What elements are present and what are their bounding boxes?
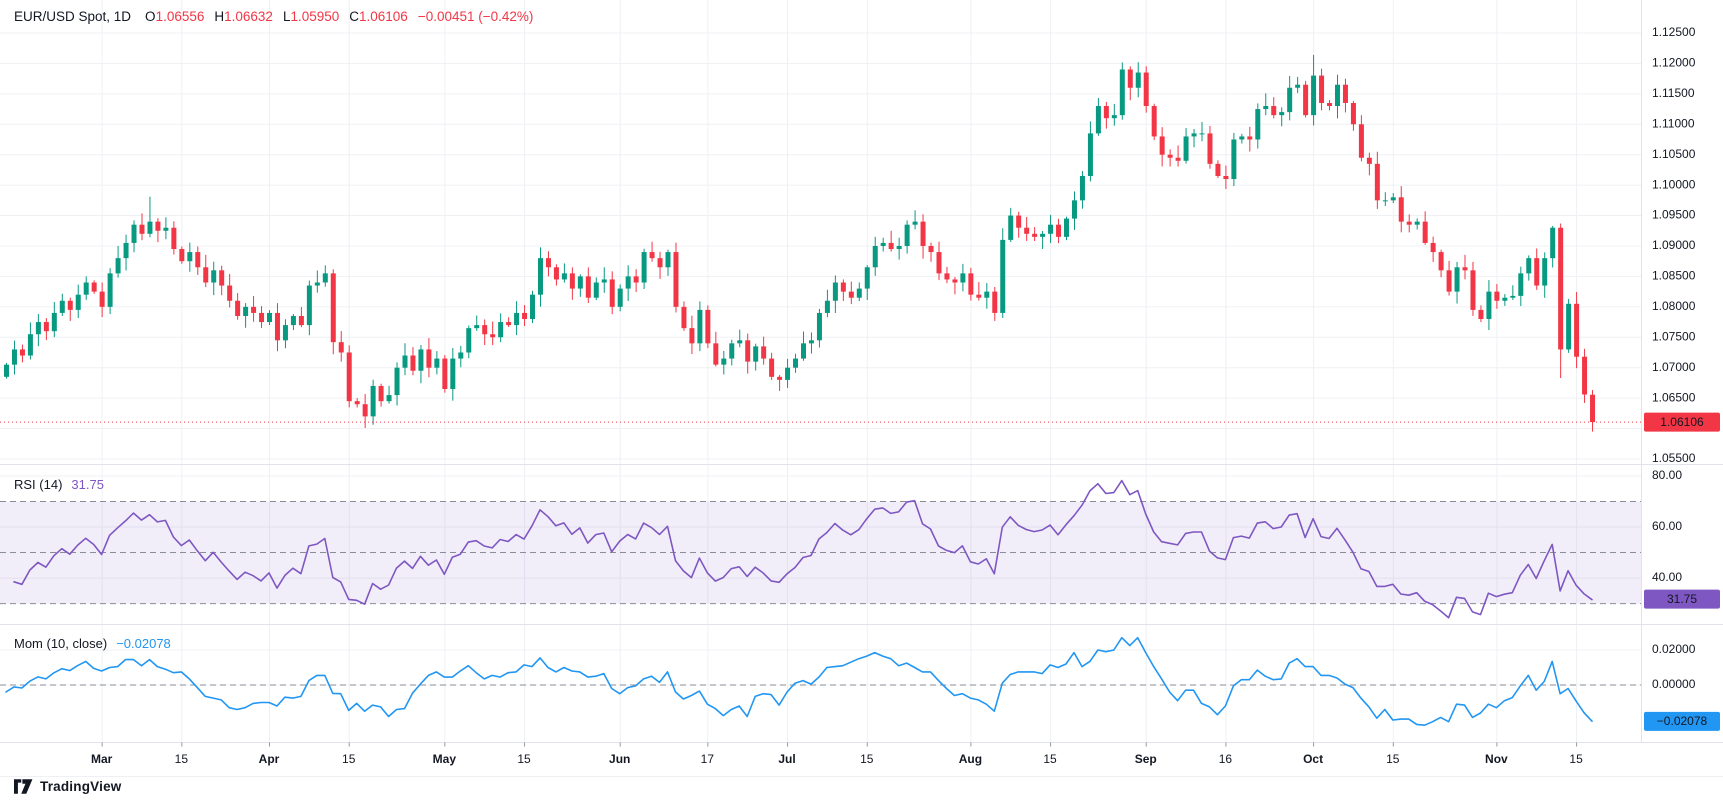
svg-text:15: 15 — [1043, 752, 1057, 766]
mom-legend[interactable]: Mom (10, close) −0.02078 — [14, 636, 171, 651]
horizontal-gridlines — [0, 32, 1641, 686]
svg-text:15: 15 — [1569, 752, 1583, 766]
svg-text:1.07000: 1.07000 — [1652, 360, 1696, 374]
rsi-value-badge: 31.75 — [1644, 589, 1720, 609]
svg-text:1.08500: 1.08500 — [1652, 269, 1696, 283]
svg-text:40.00: 40.00 — [1652, 570, 1682, 584]
mom-pane[interactable] — [0, 626, 1641, 741]
svg-text:1.06500: 1.06500 — [1652, 390, 1696, 404]
svg-text:15: 15 — [342, 752, 356, 766]
tradingview-icon — [14, 779, 33, 794]
svg-text:31.75: 31.75 — [1667, 592, 1697, 606]
svg-text:60.00: 60.00 — [1652, 519, 1682, 533]
rsi-line — [13, 479, 1593, 619]
symbol-title: EUR/USD Spot, 1D — [14, 9, 132, 24]
momentum-line — [5, 636, 1593, 727]
rsi-pane[interactable] — [0, 466, 1641, 623]
svg-text:15: 15 — [1386, 752, 1400, 766]
dashed-levels — [0, 500, 1641, 686]
svg-text:15: 15 — [175, 752, 189, 766]
rsi-value: 31.75 — [71, 477, 104, 492]
tradingview-brand-text: TradingView — [40, 779, 122, 794]
vertical-gridlines — [101, 0, 1578, 743]
ohlc-low: L1.05950 — [282, 9, 340, 24]
svg-text:1.10000: 1.10000 — [1652, 177, 1696, 191]
mom-value: −0.02078 — [116, 636, 171, 651]
change-label: −0.00451 (−0.42%) — [417, 9, 534, 24]
svg-text:1.08000: 1.08000 — [1652, 299, 1696, 313]
svg-text:Jun: Jun — [609, 752, 630, 766]
svg-text:Sep: Sep — [1135, 752, 1157, 766]
svg-text:1.11500: 1.11500 — [1652, 86, 1695, 100]
svg-text:15: 15 — [860, 752, 874, 766]
price-axis[interactable]: 1.12500 1.12000 1.11500 1.11000 1.10500 1.100… — [1652, 25, 1696, 691]
svg-text:17: 17 — [701, 752, 715, 766]
momentum-value-badge: −0.02078 — [1644, 711, 1720, 731]
svg-text:0.02000: 0.02000 — [1652, 642, 1696, 656]
svg-text:1.11000: 1.11000 — [1652, 116, 1695, 130]
mom-label: Mom (10, close) — [14, 636, 108, 651]
rsi-label: RSI (14) — [14, 477, 63, 492]
svg-text:16: 16 — [1219, 752, 1233, 766]
svg-text:15: 15 — [517, 752, 531, 766]
symbol-legend[interactable]: EUR/USD Spot, 1D O1.06556 H1.06632 L1.05… — [14, 9, 533, 24]
svg-text:Jul: Jul — [778, 752, 795, 766]
svg-text:Mar: Mar — [91, 752, 113, 766]
svg-text:1.05500: 1.05500 — [1652, 451, 1696, 465]
svg-text:Oct: Oct — [1303, 752, 1323, 766]
svg-text:1.06106: 1.06106 — [1660, 415, 1704, 429]
time-axis[interactable]: Mar 15 Apr 15 May 15 Jun 17 Jul 15 Aug 15 Sep 16 Oct 15… — [91, 742, 1583, 767]
svg-text:1.12000: 1.12000 — [1652, 56, 1696, 70]
svg-text:Aug: Aug — [959, 752, 982, 766]
svg-text:Nov: Nov — [1485, 752, 1508, 766]
pane-separators — [0, 0, 1723, 777]
ohlc-high: H1.06632 — [214, 9, 273, 24]
rsi-legend[interactable]: RSI (14) 31.75 — [14, 477, 104, 492]
price-pane[interactable] — [0, 0, 1641, 463]
svg-text:1.09500: 1.09500 — [1652, 208, 1696, 222]
svg-text:1.07500: 1.07500 — [1652, 329, 1696, 343]
svg-text:80.00: 80.00 — [1652, 468, 1682, 482]
svg-text:1.12500: 1.12500 — [1652, 25, 1696, 39]
last-price-badge: 1.06106 — [1644, 412, 1720, 432]
candlestick-series — [4, 54, 1596, 432]
svg-text:Apr: Apr — [259, 752, 280, 766]
tradingview-logo-link[interactable]: TradingView — [14, 779, 121, 794]
ohlc-close: C1.06106 — [349, 9, 408, 24]
svg-text:0.00000: 0.00000 — [1652, 677, 1696, 691]
svg-text:1.10500: 1.10500 — [1652, 147, 1696, 161]
svg-text:1.09000: 1.09000 — [1652, 238, 1696, 252]
svg-text:−0.02078: −0.02078 — [1657, 714, 1708, 728]
ohlc-open: O1.06556 — [145, 9, 205, 24]
svg-text:May: May — [433, 752, 457, 766]
